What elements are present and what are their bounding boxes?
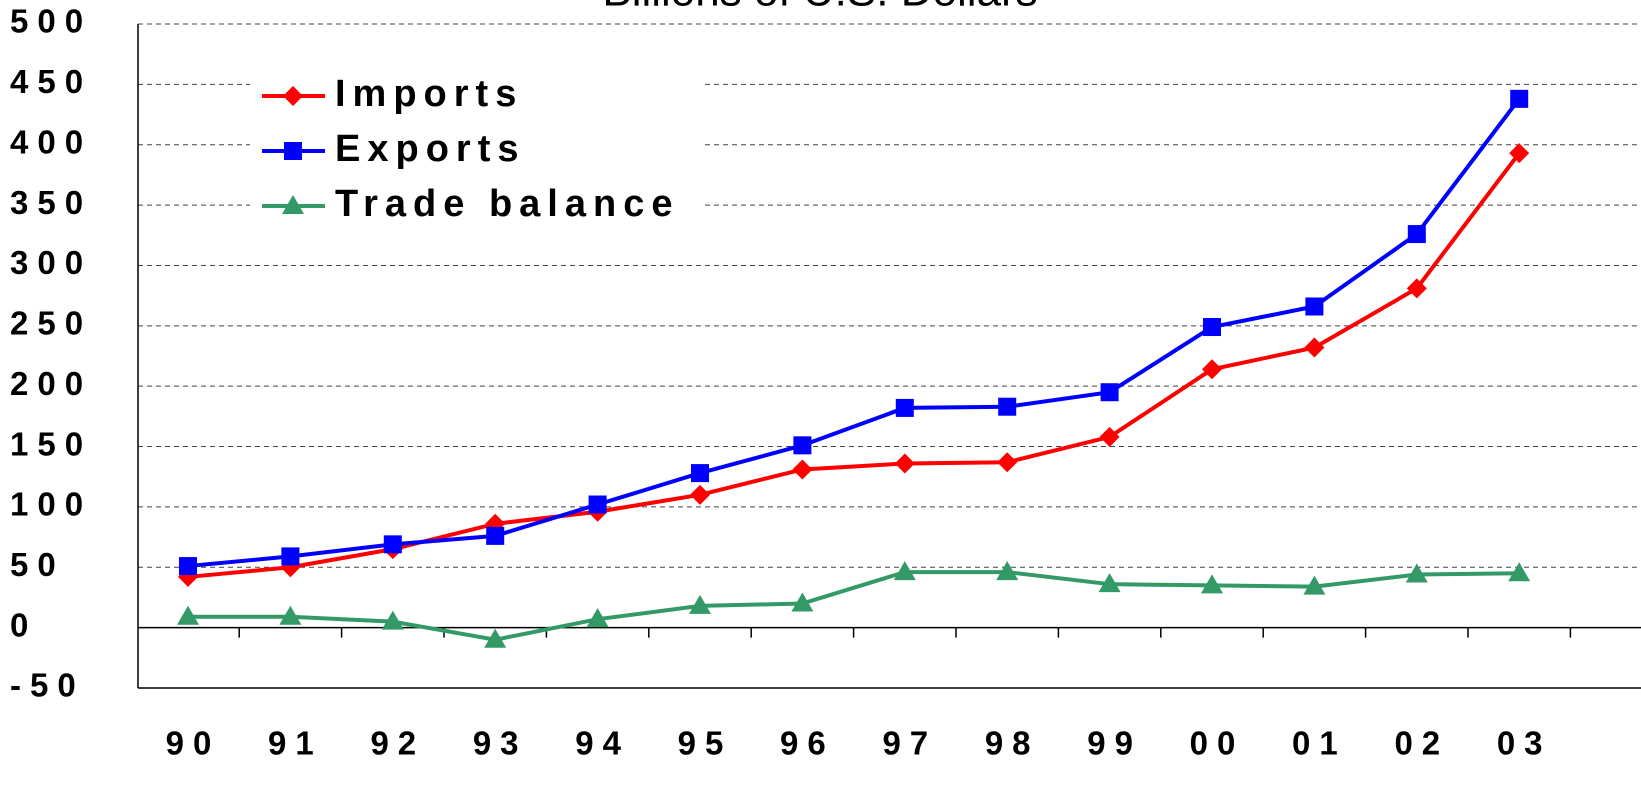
x-tick-label: 96 (780, 725, 835, 762)
y-tick-label: 350 (10, 184, 92, 221)
y-tick-label: 50 (10, 546, 65, 583)
x-tick-label: 01 (1292, 725, 1347, 762)
marker (1203, 318, 1221, 337)
y-tick-label: 100 (10, 486, 92, 523)
y-tick-label: 500 (10, 3, 92, 40)
x-tick-label: 03 (1497, 725, 1552, 762)
series-line (187, 151, 1521, 579)
marker (283, 86, 303, 106)
marker (1406, 278, 1427, 299)
x-tick-label: 99 (1087, 725, 1142, 762)
marker (383, 535, 402, 554)
marker (1405, 563, 1428, 583)
marker (588, 495, 607, 514)
marker (996, 561, 1019, 581)
chart-title: Billions of U.S. Dollars (602, 0, 1037, 16)
marker (282, 195, 304, 214)
y-tick-label: 400 (10, 123, 92, 160)
marker (484, 628, 507, 648)
legend-box (250, 68, 702, 233)
y-tick-label: -50 (10, 667, 85, 704)
marker (690, 484, 710, 505)
marker (792, 459, 813, 480)
marker (284, 142, 302, 160)
marker (793, 436, 812, 455)
y-tick-label: 150 (10, 425, 92, 462)
marker (1100, 383, 1119, 402)
x-tick-label: 95 (678, 725, 733, 762)
legend-label: Trade balance (335, 183, 679, 225)
marker (1407, 225, 1426, 244)
marker (177, 605, 199, 625)
marker (179, 557, 197, 576)
x-tick-label: 02 (1394, 725, 1449, 762)
marker (1305, 297, 1324, 316)
marker (998, 397, 1017, 416)
marker (895, 398, 914, 417)
series-line (187, 97, 1521, 569)
marker (997, 452, 1018, 473)
x-tick-label: 00 (1190, 725, 1245, 762)
x-tick-label: 90 (166, 725, 221, 762)
y-tick-label: 200 (10, 365, 92, 402)
legend-label: Imports (335, 73, 523, 115)
marker (1510, 89, 1529, 108)
y-tick-label: 250 (10, 305, 92, 342)
marker (1202, 359, 1222, 380)
marker (689, 594, 711, 614)
marker (1099, 426, 1120, 447)
legend-label: Exports (335, 128, 525, 170)
x-tick-label: 92 (370, 725, 425, 762)
marker (1304, 337, 1325, 358)
marker (1201, 574, 1223, 594)
marker (486, 526, 505, 545)
x-tick-label: 98 (985, 725, 1040, 762)
y-tick-label: 450 (10, 63, 92, 100)
marker (1098, 573, 1121, 593)
series-line (188, 570, 1520, 642)
x-tick-label: 91 (268, 725, 323, 762)
x-tick-label: 93 (473, 725, 528, 762)
marker (281, 547, 300, 566)
marker (279, 605, 302, 625)
marker (1509, 143, 1530, 164)
marker (791, 592, 814, 612)
x-tick-label: 94 (575, 725, 630, 762)
marker (894, 453, 915, 474)
marker (586, 608, 609, 628)
marker (691, 464, 709, 483)
marker (381, 610, 404, 630)
y-tick-label: 0 (10, 606, 37, 643)
y-tick-label: 300 (10, 244, 92, 281)
marker (893, 561, 916, 581)
marker (1303, 575, 1326, 595)
x-tick-label: 97 (882, 725, 937, 762)
marker (1508, 562, 1531, 582)
